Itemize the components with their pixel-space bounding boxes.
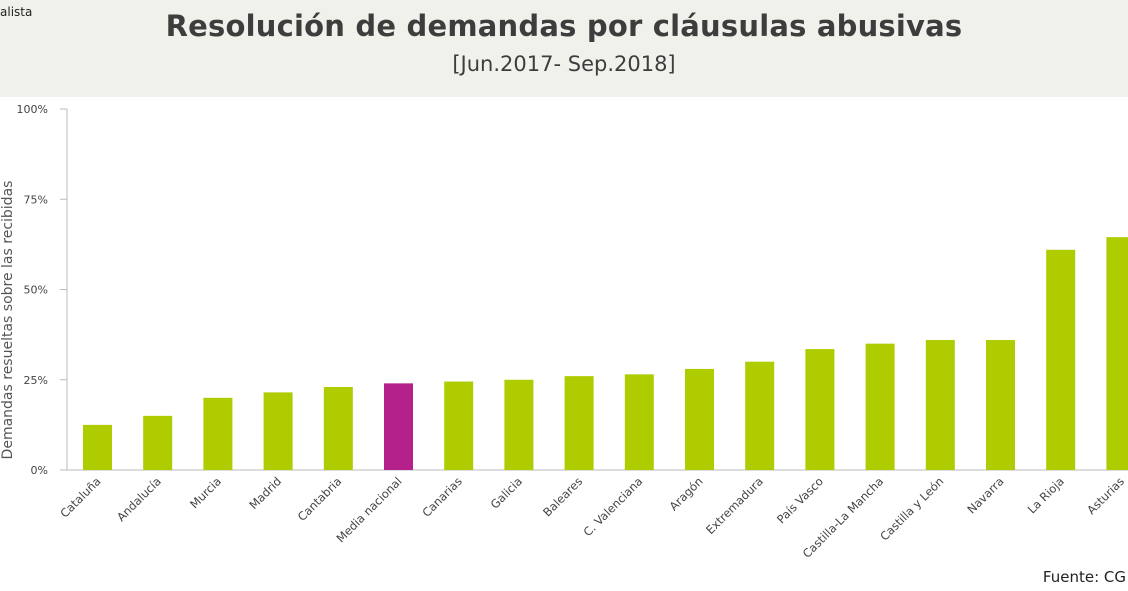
x-tick-label: Madrid [246,474,284,512]
x-tick-label: Media nacional [333,474,404,545]
x-tick-label: Baleares [540,474,585,519]
chart-title: Resolución de demandas por cláusulas abu… [165,9,963,43]
bar-castilla-la-mancha [865,343,895,470]
x-tick-label: La Rioja [1025,474,1067,516]
bar-media-nacional [384,383,413,470]
bar-galicia [504,379,534,470]
x-tick-label: Extremadura [703,474,766,537]
x-tick-label: Cataluña [57,474,103,520]
x-tick-label: Cantabria [295,474,345,524]
chart-header: alista Resolución de demandas por cláusu… [0,0,1128,97]
x-tick-label: Murcia [187,474,224,511]
bar-pa-s-vasco [805,349,835,470]
bar-navarra [986,340,1015,470]
bar-madrid [263,392,293,470]
y-tick-label: 0% [31,464,48,477]
x-tick-label: Castilla y León [877,474,946,543]
chart-subtitle: [Jun.2017- Sep.2018] [452,52,676,76]
y-axis-label: Demandas resueltas sobre las recibidas [0,181,16,460]
x-tick-label: Navarra [964,474,1006,516]
x-tick-label: Galicia [488,474,525,511]
bar-la-rioja [1046,249,1076,470]
x-tick-label: Andalucía [114,474,164,524]
bar-extremadura [745,361,775,470]
y-tick-label: 50% [24,284,48,297]
x-tick-label: C. Valenciana [580,474,645,539]
bar-arag-n [685,368,714,470]
bar-castilla-y-le-n [925,340,955,470]
y-tick-label: 100% [17,103,48,116]
source-note: Fuente: CG [1042,568,1126,586]
bar-c-valenciana [624,374,654,470]
x-tick-label: Canarias [419,474,465,520]
x-tick-label: Asturias [1084,474,1127,517]
corner-text: alista [0,5,33,19]
bar-asturias [1106,237,1128,470]
bar-andaluc-a [143,415,173,470]
bar-cantabria [323,386,353,470]
x-tick-labels: Cataluña Andalucía Murcia Madrid CantabriaMe… [57,474,1127,561]
y-tick-label: 75% [24,193,48,206]
bar-chart: Demandas resueltas sobre las recibidas 0… [0,103,1128,561]
bar-murcia [203,397,233,470]
y-ticks: 0% 25% 50% 75% 100% [17,103,67,477]
bar-catalu-a [83,424,112,470]
bar-baleares [564,376,594,470]
bar-canarias [444,381,474,470]
x-tick-label: Aragón [667,474,706,513]
x-tick-label: País Vasco [774,474,826,526]
y-tick-label: 25% [24,374,48,387]
bars [83,237,1128,470]
